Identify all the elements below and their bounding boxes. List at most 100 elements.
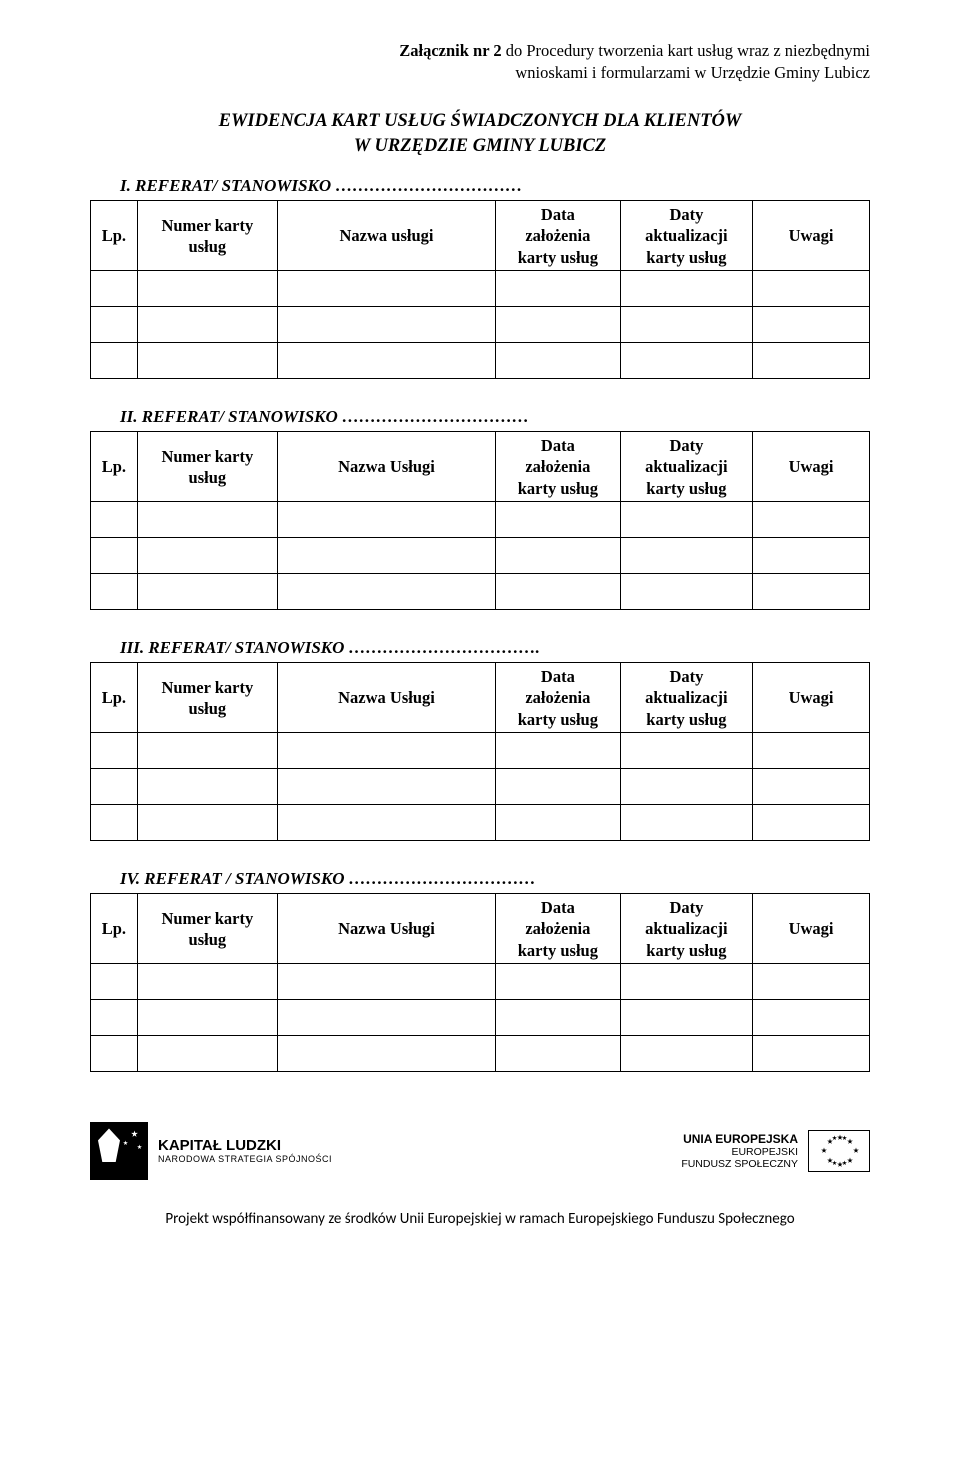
col-daty: Daty aktualizacji karty usług bbox=[620, 663, 752, 733]
attachment-line2: wnioskami i formularzami w Urzędzie Gmin… bbox=[515, 63, 870, 82]
document-page: Załącznik nr 2 do Procedury tworzenia ka… bbox=[0, 0, 960, 1258]
footer-logos: KAPITAŁ LUDZKI NARODOWA STRATEGIA SPÓJNO… bbox=[90, 1122, 870, 1192]
table-row bbox=[91, 964, 870, 1000]
daty-l2: aktualizacji bbox=[645, 919, 728, 938]
col-nazwa: Nazwa usługi bbox=[277, 201, 495, 271]
table-header-row: Lp. Numer karty usług Nazwa Usługi Data … bbox=[91, 432, 870, 502]
table-row bbox=[91, 1000, 870, 1036]
col-nazwa: Nazwa Usługi bbox=[277, 432, 495, 502]
col-lp: Lp. bbox=[91, 894, 138, 964]
main-title: EWIDENCJA KART USŁUG ŚWIADCZONYCH DLA KL… bbox=[90, 109, 870, 159]
ue-line3: FUNDUSZ SPOŁECZNY bbox=[681, 1158, 798, 1170]
table-3: Lp. Numer karty usług Nazwa Usługi Data … bbox=[90, 662, 870, 841]
data-l2: założenia bbox=[525, 919, 590, 938]
kl-line2: NARODOWA STRATEGIA SPÓJNOŚCI bbox=[158, 1155, 332, 1165]
data-l1: Data bbox=[541, 436, 575, 455]
section-heading-1: I. REFERAT/ STANOWISKO …………………………… bbox=[120, 176, 870, 196]
kl-text: KAPITAŁ LUDZKI NARODOWA STRATEGIA SPÓJNO… bbox=[158, 1138, 332, 1164]
data-l3: karty usług bbox=[518, 710, 598, 729]
numer-l1: Numer karty bbox=[161, 447, 253, 466]
col-data: Data założenia karty usług bbox=[496, 663, 621, 733]
col-lp: Lp. bbox=[91, 663, 138, 733]
table-header-row: Lp. Numer karty usług Nazwa Usługi Data … bbox=[91, 663, 870, 733]
col-uwagi: Uwagi bbox=[753, 663, 870, 733]
numer-l1: Numer karty bbox=[161, 216, 253, 235]
col-data: Data założenia karty usług bbox=[496, 894, 621, 964]
numer-l2: usług bbox=[189, 930, 227, 949]
attachment-header: Załącznik nr 2 do Procedury tworzenia ka… bbox=[90, 40, 870, 85]
table-4: Lp. Numer karty usług Nazwa Usługi Data … bbox=[90, 893, 870, 1072]
daty-l1: Daty bbox=[669, 205, 703, 224]
table-row bbox=[91, 574, 870, 610]
col-nazwa: Nazwa Usługi bbox=[277, 894, 495, 964]
table-row bbox=[91, 1036, 870, 1072]
daty-l1: Daty bbox=[669, 436, 703, 455]
section-heading-3: III. REFERAT/ STANOWISKO ……………………………. bbox=[120, 638, 870, 658]
data-l1: Data bbox=[541, 205, 575, 224]
table-header-row: Lp. Numer karty usług Nazwa Usługi Data … bbox=[91, 894, 870, 964]
data-l2: założenia bbox=[525, 457, 590, 476]
title-line1: EWIDENCJA KART USŁUG ŚWIADCZONYCH DLA KL… bbox=[219, 111, 742, 131]
col-uwagi: Uwagi bbox=[753, 432, 870, 502]
table-row bbox=[91, 502, 870, 538]
data-l1: Data bbox=[541, 667, 575, 686]
col-daty: Daty aktualizacji karty usług bbox=[620, 432, 752, 502]
attachment-bold: Załącznik nr 2 bbox=[399, 41, 506, 60]
table-header-row: Lp. Numer karty usług Nazwa usługi Data … bbox=[91, 201, 870, 271]
numer-l1: Numer karty bbox=[161, 909, 253, 928]
section-heading-2: II. REFERAT/ STANOWISKO …………………………… bbox=[120, 407, 870, 427]
col-numer: Numer karty usług bbox=[137, 432, 277, 502]
data-l2: założenia bbox=[525, 688, 590, 707]
kl-logo-icon bbox=[90, 1122, 148, 1180]
title-line2: W URZĘDZIE GMINY LUBICZ bbox=[354, 136, 606, 156]
daty-l3: karty usług bbox=[646, 710, 726, 729]
table-2: Lp. Numer karty usług Nazwa Usługi Data … bbox=[90, 431, 870, 610]
ue-line1: UNIA EUROPEJSKA bbox=[681, 1133, 798, 1147]
daty-l1: Daty bbox=[669, 667, 703, 686]
col-daty: Daty aktualizacji karty usług bbox=[620, 201, 752, 271]
logo-kapital-ludzki: KAPITAŁ LUDZKI NARODOWA STRATEGIA SPÓJNO… bbox=[90, 1122, 332, 1180]
ue-text: UNIA EUROPEJSKA EUROPEJSKI FUNDUSZ SPOŁE… bbox=[681, 1133, 798, 1171]
kl-line1: KAPITAŁ LUDZKI bbox=[158, 1138, 332, 1155]
ue-line2: EUROPEJSKI bbox=[681, 1146, 798, 1158]
col-lp: Lp. bbox=[91, 432, 138, 502]
col-data: Data założenia karty usług bbox=[496, 432, 621, 502]
table-row bbox=[91, 538, 870, 574]
table-1: Lp. Numer karty usług Nazwa usługi Data … bbox=[90, 200, 870, 379]
daty-l2: aktualizacji bbox=[645, 457, 728, 476]
numer-l2: usług bbox=[189, 237, 227, 256]
col-numer: Numer karty usług bbox=[137, 201, 277, 271]
table-row bbox=[91, 733, 870, 769]
daty-l1: Daty bbox=[669, 898, 703, 917]
col-daty: Daty aktualizacji karty usług bbox=[620, 894, 752, 964]
col-numer: Numer karty usług bbox=[137, 663, 277, 733]
col-data: Data założenia karty usług bbox=[496, 201, 621, 271]
table-row bbox=[91, 805, 870, 841]
col-lp: Lp. bbox=[91, 201, 138, 271]
numer-l2: usług bbox=[189, 699, 227, 718]
section-heading-4: IV. REFERAT / STANOWISKO …………………………… bbox=[120, 869, 870, 889]
daty-l2: aktualizacji bbox=[645, 226, 728, 245]
col-uwagi: Uwagi bbox=[753, 894, 870, 964]
col-numer: Numer karty usług bbox=[137, 894, 277, 964]
footer: KAPITAŁ LUDZKI NARODOWA STRATEGIA SPÓJNO… bbox=[90, 1122, 870, 1228]
table-row bbox=[91, 271, 870, 307]
col-nazwa: Nazwa Usługi bbox=[277, 663, 495, 733]
table-row bbox=[91, 769, 870, 805]
data-l3: karty usług bbox=[518, 479, 598, 498]
numer-l2: usług bbox=[189, 468, 227, 487]
attachment-rest: do Procedury tworzenia kart usług wraz z… bbox=[506, 41, 870, 60]
table-row bbox=[91, 343, 870, 379]
data-l1: Data bbox=[541, 898, 575, 917]
daty-l3: karty usług bbox=[646, 248, 726, 267]
daty-l2: aktualizacji bbox=[645, 688, 728, 707]
daty-l3: karty usług bbox=[646, 941, 726, 960]
footer-text: Projekt współfinansowany ze środków Unii… bbox=[90, 1210, 870, 1228]
numer-l1: Numer karty bbox=[161, 678, 253, 697]
col-uwagi: Uwagi bbox=[753, 201, 870, 271]
data-l3: karty usług bbox=[518, 248, 598, 267]
daty-l3: karty usług bbox=[646, 479, 726, 498]
data-l2: założenia bbox=[525, 226, 590, 245]
eu-flag-icon bbox=[808, 1130, 870, 1172]
logo-ue: UNIA EUROPEJSKA EUROPEJSKI FUNDUSZ SPOŁE… bbox=[681, 1130, 870, 1172]
